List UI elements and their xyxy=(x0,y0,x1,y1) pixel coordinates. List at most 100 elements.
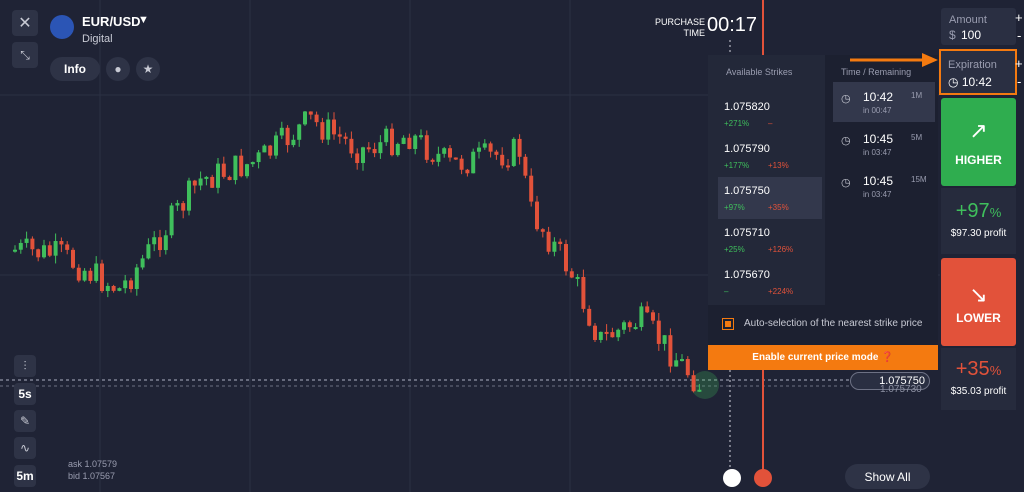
expiration-label: Expiration xyxy=(948,59,997,71)
higher-icon: ↗ xyxy=(969,118,988,143)
candle xyxy=(494,151,499,155)
candle xyxy=(622,322,626,330)
candle xyxy=(384,128,389,143)
candle xyxy=(610,332,615,338)
remaining: in 03:47 xyxy=(863,190,892,199)
time-row[interactable]: ◷ 10:42 in 00:47 1M xyxy=(833,82,935,122)
candle xyxy=(506,165,510,168)
candle xyxy=(366,147,371,150)
lower-icon: ↘ xyxy=(969,282,988,307)
candle xyxy=(65,244,70,250)
price-mode-button[interactable]: Enable current price mode ❓ xyxy=(708,345,938,370)
candle xyxy=(181,203,186,211)
pair[interactable]: EUR/USD xyxy=(82,14,141,29)
candle xyxy=(390,128,394,156)
candle xyxy=(204,176,209,179)
candle xyxy=(129,280,133,289)
clock-icon: ◷ xyxy=(841,93,851,105)
candle xyxy=(320,122,325,140)
candle xyxy=(575,276,580,279)
period: 5M xyxy=(911,133,923,142)
strike-price: 1.075820 xyxy=(724,101,770,113)
candle xyxy=(691,375,696,392)
candle xyxy=(540,229,545,232)
show-all-button[interactable]: Show All xyxy=(845,464,930,489)
star-button[interactable]: ★ xyxy=(136,57,160,81)
chart-type-button[interactable]: ⫶ xyxy=(14,355,36,377)
amount-plus[interactable]: + xyxy=(1015,10,1023,25)
arrow xyxy=(850,53,938,67)
strike-down: +126% xyxy=(768,245,794,254)
candle xyxy=(308,111,313,115)
timer-icon[interactable] xyxy=(723,469,741,487)
close-button[interactable]: ✕ xyxy=(12,10,38,36)
candle xyxy=(123,280,128,289)
clock-icon: ◷ xyxy=(841,135,851,147)
candle xyxy=(94,263,99,281)
strike-down: +35% xyxy=(768,203,789,212)
lower-percent: +35% xyxy=(941,358,1016,381)
candle xyxy=(71,249,75,268)
strike-row[interactable]: 1.075710 +25% +126% xyxy=(718,219,822,261)
current-price-tag: 1.075750 xyxy=(850,372,930,390)
lower-percent-value: +35 xyxy=(955,358,990,380)
candle xyxy=(401,137,406,144)
strike-row[interactable]: 1.075750 +97% +35% xyxy=(718,177,822,219)
lower-button[interactable]: ↘ LOWER xyxy=(941,258,1016,346)
strike-up: +25% xyxy=(724,245,745,254)
expiration-minus[interactable]: - xyxy=(1017,74,1022,89)
collapse-button[interactable]: ⤡ xyxy=(12,42,38,68)
strike-row[interactable]: 1.075790 +177% +13% xyxy=(718,135,822,177)
draw-button[interactable]: ✎ xyxy=(14,410,36,432)
candle xyxy=(146,244,151,259)
candle xyxy=(198,178,203,186)
strike-price: 1.075710 xyxy=(724,227,770,239)
current-point xyxy=(691,371,719,399)
strike-price: 1.075790 xyxy=(724,143,770,155)
time-row[interactable]: ◷ 10:45 in 03:47 15M xyxy=(833,166,935,206)
indicator-button[interactable]: ∿ xyxy=(14,437,36,459)
amount-box[interactable]: Amount $ 100 xyxy=(941,8,1016,45)
time: 10:42 xyxy=(863,90,894,104)
candle xyxy=(413,135,418,149)
purchase-time-label: PURCHASE TIME xyxy=(655,17,706,38)
expiration-box[interactable]: Expiration ◷ 10:42 xyxy=(939,49,1017,95)
candle xyxy=(169,205,174,236)
candle xyxy=(82,270,87,281)
candle xyxy=(668,335,673,367)
strike-row[interactable]: 1.075670 – +224% xyxy=(718,261,822,303)
candle xyxy=(633,327,638,330)
candle xyxy=(436,153,441,162)
candle xyxy=(187,180,191,211)
expiration-plus[interactable]: + xyxy=(1015,56,1023,71)
candle xyxy=(105,285,110,292)
candle xyxy=(517,138,522,157)
flag-icon[interactable] xyxy=(754,469,772,487)
strike-row[interactable]: 1.075820 +271% – xyxy=(718,93,822,135)
candle xyxy=(279,127,284,136)
candle xyxy=(651,312,655,321)
dropdown-arrow[interactable]: ▼ xyxy=(138,14,149,26)
candle xyxy=(18,242,23,250)
bell-button[interactable]: ● xyxy=(106,57,130,81)
strike-down: +224% xyxy=(768,287,794,296)
candle xyxy=(210,176,215,188)
remaining: in 03:47 xyxy=(863,148,892,157)
timeframe-button[interactable]: 5m xyxy=(14,465,36,487)
info-button[interactable]: Info xyxy=(50,57,100,81)
higher-button[interactable]: ↗ HIGHER xyxy=(941,98,1016,186)
candle xyxy=(13,249,17,252)
candle xyxy=(239,155,244,177)
candle xyxy=(134,267,139,289)
time-row[interactable]: ◷ 10:45 in 03:47 5M xyxy=(833,124,935,164)
candle xyxy=(285,127,290,146)
auto-checkbox[interactable] xyxy=(722,318,734,330)
amount-minus[interactable]: - xyxy=(1017,28,1022,43)
candle xyxy=(488,143,493,152)
chart xyxy=(0,0,940,492)
interval-button[interactable]: 5s xyxy=(14,383,36,405)
strike-down: +13% xyxy=(768,161,789,170)
candle xyxy=(593,325,597,340)
candle xyxy=(395,143,400,156)
asset-type: Digital xyxy=(82,33,113,45)
